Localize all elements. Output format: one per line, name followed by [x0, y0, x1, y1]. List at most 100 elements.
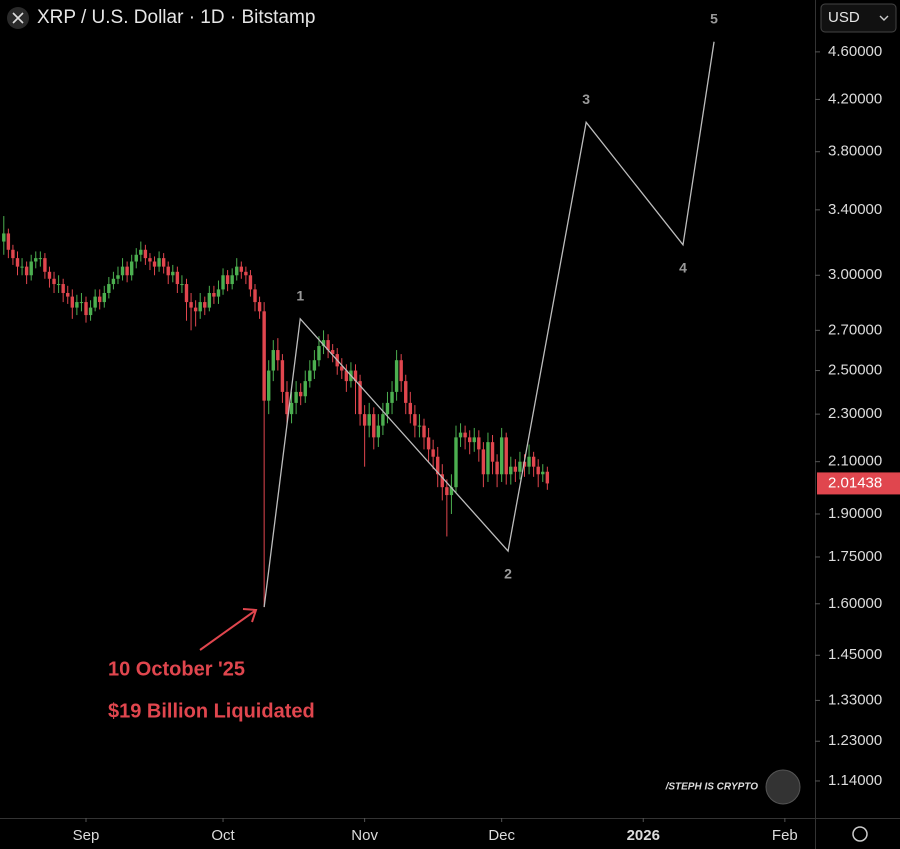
candle-body: [230, 275, 234, 285]
candle-body: [436, 456, 440, 475]
dropdown-icon: [879, 15, 889, 21]
currency-label: USD: [828, 9, 860, 26]
x-tick-label: Sep: [73, 827, 100, 844]
y-tick-label: 4.20000: [828, 90, 882, 107]
candle-body: [495, 461, 499, 475]
candle-body: [79, 302, 84, 304]
candle-body: [276, 350, 280, 361]
candle-body: [152, 261, 157, 267]
plot-area: 1 2 3 4 5: [2, 10, 718, 608]
candle-body: [326, 340, 330, 351]
candle-body: [467, 437, 472, 443]
candle-body: [486, 442, 490, 475]
annotation: 10 October '25: [108, 658, 245, 680]
candle-body: [422, 425, 426, 438]
candle-body: [88, 307, 93, 316]
candle-body: [93, 296, 97, 308]
candle-body: [111, 278, 116, 285]
candle-body: [362, 414, 367, 426]
candle-body: [285, 391, 289, 415]
y-tick-label: 1.45000: [828, 646, 882, 663]
wave-label: 2: [504, 566, 512, 582]
candle-body: [317, 346, 321, 361]
y-tick-label: 2.30000: [828, 405, 882, 422]
candle-body: [490, 442, 495, 462]
candle-body: [440, 474, 444, 488]
y-tick-label: 1.75000: [828, 548, 882, 565]
candle-body: [445, 487, 449, 496]
candle-body: [248, 275, 253, 290]
candle-body: [541, 471, 545, 475]
candle-body: [198, 302, 202, 312]
candle-body: [75, 302, 79, 308]
candle-body: [472, 437, 476, 443]
currency-select[interactable]: [820, 3, 897, 33]
candle-body: [225, 275, 230, 285]
candle-body: [454, 437, 458, 488]
annotation: $19 Billion Liquidated: [108, 700, 315, 722]
candle-body: [52, 278, 56, 285]
avatar: [765, 769, 801, 805]
wave-line: [263, 41, 715, 608]
candle-body: [20, 266, 24, 268]
candle-body: [463, 432, 467, 438]
y-tick-label: 4.60000: [828, 43, 882, 60]
wave-label: 4: [679, 260, 687, 276]
candle-body: [239, 266, 244, 272]
candle-body: [29, 261, 33, 276]
watermark: /STEPH IS CRYPTO: [665, 782, 759, 793]
candle-body: [513, 466, 518, 472]
price-tag: [817, 472, 900, 495]
arrow: [199, 608, 258, 651]
candle-body: [294, 391, 298, 403]
candle-body: [262, 311, 266, 401]
candle-body: [2, 233, 6, 242]
candle-body: [43, 258, 47, 272]
candle-body: [157, 258, 161, 267]
candle-body: [303, 381, 307, 397]
candle-body: [426, 437, 431, 450]
candle-body: [221, 275, 225, 290]
x-tick-label: Nov: [351, 827, 378, 844]
candle-body: [66, 292, 70, 297]
y-tick-label: 3.80000: [828, 143, 882, 160]
candle-body: [481, 449, 486, 475]
candle-body: [353, 370, 358, 382]
candle-body: [344, 370, 349, 382]
candle-body: [394, 360, 399, 392]
candle-body: [161, 258, 166, 267]
candle-body: [107, 284, 111, 293]
y-tick-label: 1.60000: [828, 595, 882, 612]
candle-body: [267, 370, 271, 401]
y-tick-label: 3.00000: [828, 266, 882, 283]
candle-body: [385, 402, 390, 415]
candle-body: [189, 302, 193, 308]
candle-body: [536, 466, 540, 475]
candle-body: [70, 296, 75, 308]
candle-body: [207, 292, 212, 308]
candle-body: [499, 437, 504, 475]
candle-body: [372, 414, 376, 438]
candle-body: [148, 258, 152, 262]
candle-body: [271, 350, 275, 371]
candle-body: [518, 461, 522, 472]
x-tick-label: Feb: [772, 827, 798, 844]
candle-body: [358, 381, 362, 415]
candle-body: [413, 414, 417, 426]
candle-body: [180, 284, 184, 286]
candle-body: [330, 350, 335, 355]
candle-body: [399, 360, 403, 382]
wave-label: 3: [582, 91, 590, 107]
candle-body: [458, 432, 463, 438]
y-tick-label: 1.90000: [828, 505, 882, 522]
candle-body: [477, 437, 481, 450]
candle-body: [253, 289, 257, 303]
y-tick-label: 1.14000: [828, 772, 882, 789]
candle-body: [340, 366, 344, 371]
settings-icon[interactable]: [852, 826, 868, 842]
candle-body: [312, 360, 317, 371]
candle-body: [102, 292, 106, 303]
